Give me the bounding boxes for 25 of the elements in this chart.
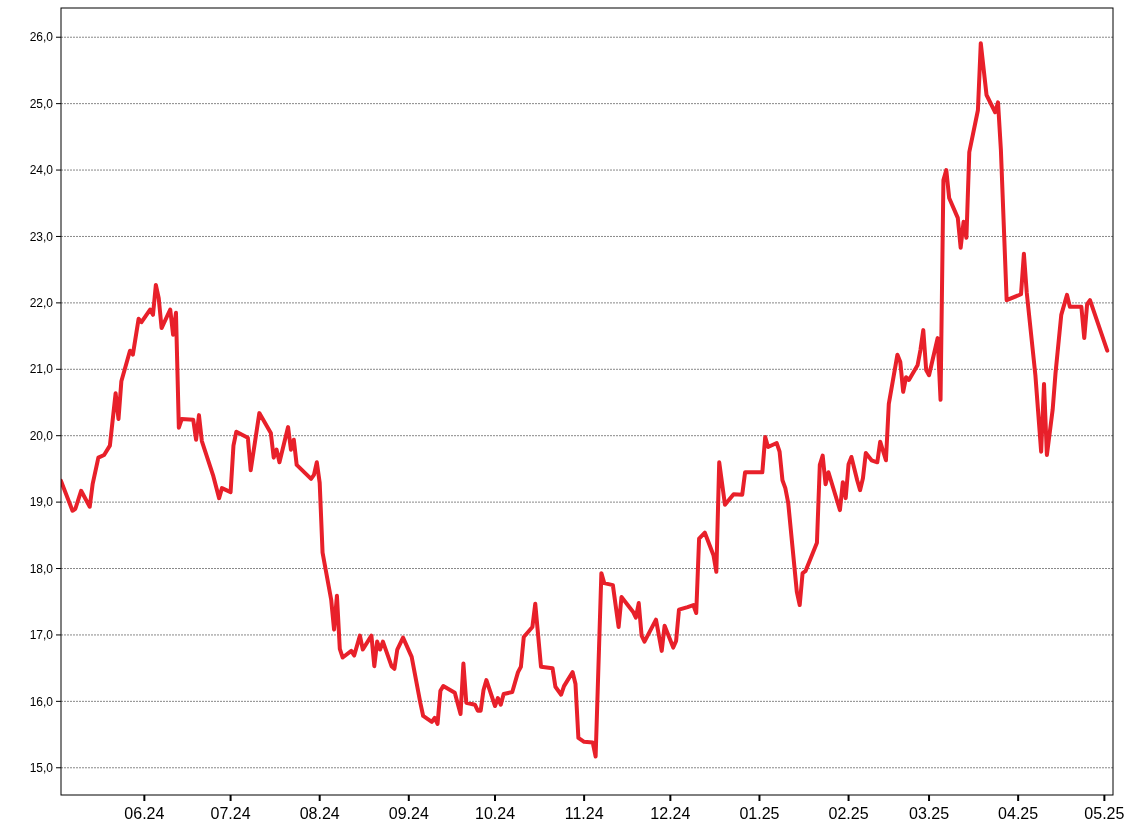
y-tick-label: 18,0 <box>29 561 54 576</box>
y-tick-label: 20,0 <box>29 428 54 443</box>
x-tick-label: 05.25 <box>1084 805 1125 822</box>
y-tick-label: 17,0 <box>29 628 54 643</box>
x-tick-label: 07.24 <box>210 805 251 822</box>
y-tick-label: 16,0 <box>29 694 54 709</box>
x-tick-label: 03.25 <box>909 805 950 822</box>
y-tick-label: 15,0 <box>29 760 54 775</box>
x-tick-label: 11.24 <box>564 805 604 822</box>
x-tick-label: 09.24 <box>388 805 429 822</box>
line-series <box>61 41 1110 759</box>
y-tick-label: 24,0 <box>29 163 54 178</box>
y-tick-label: 19,0 <box>29 495 54 510</box>
x-tick-label: 08.24 <box>299 805 340 822</box>
y-tick-label: 21,0 <box>29 362 54 377</box>
y-tick-label: 26,0 <box>29 30 54 45</box>
x-tick-label: 10.24 <box>475 805 516 822</box>
y-tick-label: 23,0 <box>29 229 54 244</box>
y-tick-label: 25,0 <box>29 96 54 111</box>
x-tick-label: 02.25 <box>828 805 869 822</box>
x-tick-label: 01.25 <box>739 805 780 822</box>
x-tick-label: 12.24 <box>650 805 691 822</box>
x-tick-label: 06.24 <box>124 805 165 822</box>
x-tick-label: 04.25 <box>998 805 1039 822</box>
y-tick-label: 22,0 <box>29 296 54 311</box>
